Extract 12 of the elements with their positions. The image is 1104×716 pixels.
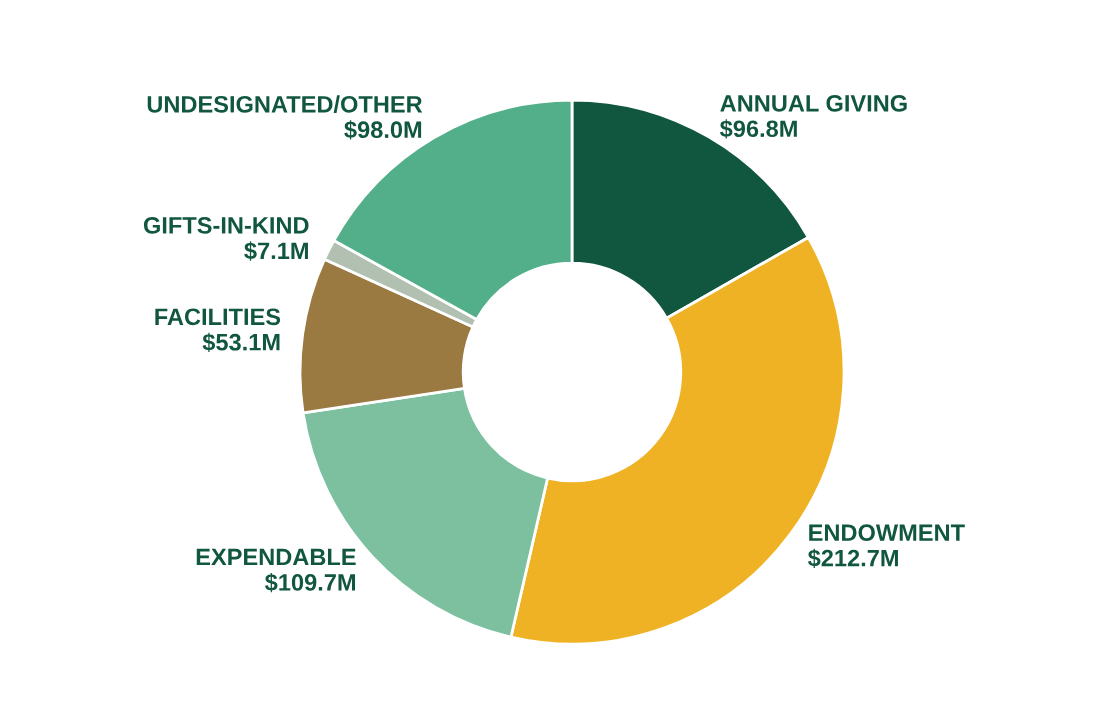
data-label: $7.1M xyxy=(244,241,308,261)
data-label: $212.7M xyxy=(807,548,898,568)
slice-label: GIFTS-IN-KIND xyxy=(143,216,309,234)
data-label: $96.8M xyxy=(719,119,797,139)
slice-label: EXPENDABLE xyxy=(196,548,356,566)
data-label: $53.1M xyxy=(202,332,280,353)
slice-label: FACILITIES xyxy=(155,308,281,326)
slice-label: ENDOWMENT xyxy=(809,524,965,542)
data-label: $98.0M xyxy=(344,120,422,140)
slice-label: UNDESIGNATED/OTHER xyxy=(147,95,423,113)
slice-label: ANNUAL GIVING xyxy=(720,94,907,112)
data-label: $109.7M xyxy=(265,573,355,593)
